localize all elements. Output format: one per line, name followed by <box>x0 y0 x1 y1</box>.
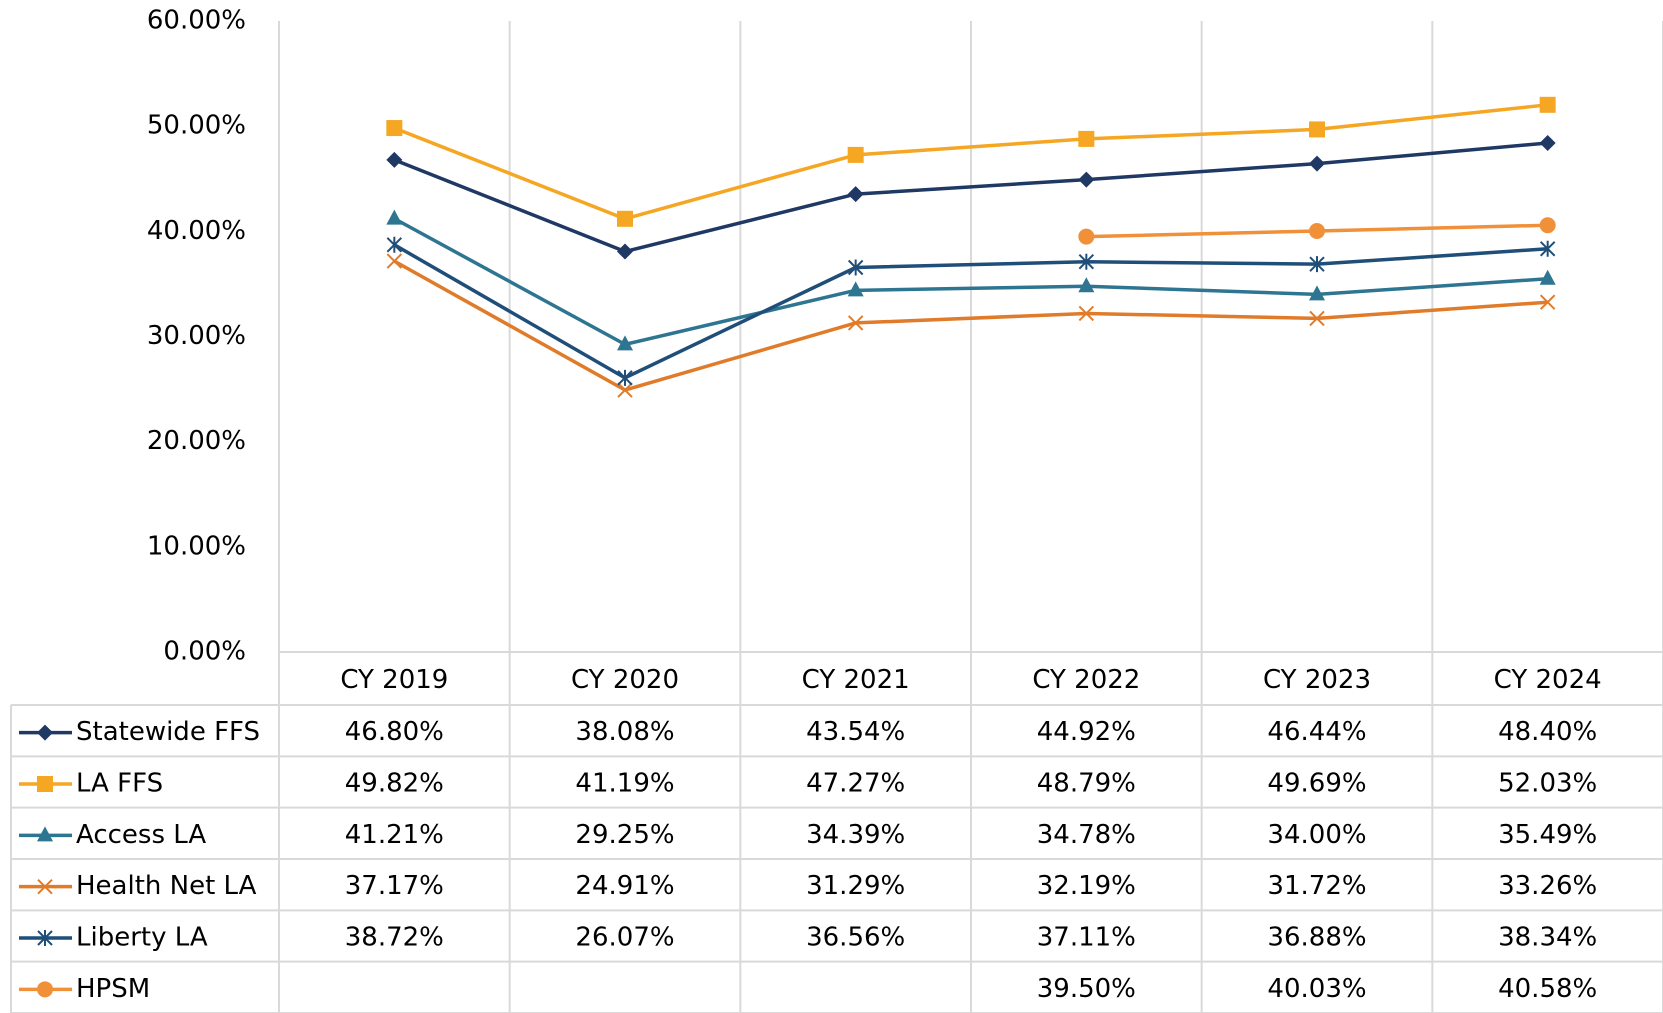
marker <box>1309 285 1325 301</box>
x-tick-label: CY 2019 <box>340 665 448 695</box>
marker <box>617 210 633 227</box>
marker <box>386 253 403 269</box>
table-value: 34.00% <box>1267 820 1366 850</box>
table-value: 26.07% <box>575 923 674 953</box>
table-value: 41.19% <box>575 769 674 799</box>
table-value: 47.27% <box>806 769 905 799</box>
table-value: 44.92% <box>1037 717 1136 747</box>
marker <box>1309 223 1325 240</box>
table-value: 49.69% <box>1267 769 1366 799</box>
marker <box>37 776 53 792</box>
legend-label: Statewide FFS <box>76 717 260 747</box>
marker <box>1539 96 1556 113</box>
marker <box>617 243 633 260</box>
table-value: 48.79% <box>1037 769 1136 799</box>
marker <box>847 315 864 331</box>
marker <box>1078 130 1095 147</box>
marker <box>37 878 53 895</box>
marker <box>37 981 53 998</box>
marker <box>1309 121 1325 138</box>
marker <box>617 369 633 386</box>
marker <box>386 209 403 225</box>
marker <box>37 930 53 946</box>
series-line <box>393 141 1548 254</box>
marker <box>386 120 403 137</box>
y-tick-label: 10.00% <box>147 531 246 561</box>
marker <box>847 146 864 163</box>
series-line <box>393 243 1548 380</box>
marker <box>386 236 403 253</box>
marker <box>386 151 403 168</box>
legend-label: LA FFS <box>76 769 163 799</box>
marker <box>1309 310 1325 327</box>
table-value: 43.54% <box>806 717 905 747</box>
marker <box>1539 134 1556 151</box>
table-value: 46.80% <box>345 717 444 747</box>
table-value: 31.29% <box>806 871 905 901</box>
table-value: 29.25% <box>575 820 674 850</box>
table-value: 33.26% <box>1498 871 1597 901</box>
legend-label: HPSM <box>76 974 150 1004</box>
series-line <box>393 103 1548 221</box>
table-value: 36.56% <box>806 923 905 953</box>
marker <box>1539 269 1556 285</box>
y-tick-label: 0.00% <box>163 637 246 667</box>
table-value: 38.72% <box>345 923 444 953</box>
table-value: 41.21% <box>345 820 444 850</box>
table-value: 38.08% <box>575 717 674 747</box>
table-value: 39.50% <box>1037 974 1136 1004</box>
marker <box>847 281 864 297</box>
series-line <box>393 217 1548 347</box>
y-tick-label: 60.00% <box>147 6 246 36</box>
table-value: 24.91% <box>575 871 674 901</box>
marker <box>1078 305 1095 322</box>
table-value: 34.39% <box>806 820 905 850</box>
table-value: 52.03% <box>1498 769 1597 799</box>
table-value: 37.11% <box>1037 923 1136 953</box>
y-tick-label: 20.00% <box>147 426 246 456</box>
table-value: 48.40% <box>1498 717 1597 747</box>
table-value: 31.72% <box>1267 871 1366 901</box>
marker <box>847 259 864 276</box>
table-value: 32.19% <box>1037 871 1136 901</box>
x-tick-label: CY 2023 <box>1263 665 1371 695</box>
table-value: 37.17% <box>345 871 444 901</box>
marker <box>1078 277 1095 293</box>
y-tick-label: 30.00% <box>147 321 246 351</box>
marker <box>1539 294 1556 310</box>
legend-label: Liberty LA <box>76 923 208 953</box>
table-value: 49.82% <box>345 769 444 799</box>
marker <box>1539 240 1556 257</box>
table-value: 40.03% <box>1267 974 1366 1004</box>
legend-label: Health Net LA <box>76 871 257 901</box>
y-tick-label: 50.00% <box>147 111 246 141</box>
marker <box>1078 253 1095 270</box>
table-value: 40.58% <box>1498 974 1597 1004</box>
marker <box>37 826 53 842</box>
marker <box>1078 228 1095 245</box>
table-value: 34.78% <box>1037 820 1136 850</box>
table-value: 38.34% <box>1498 923 1597 953</box>
x-tick-label: CY 2021 <box>802 665 910 695</box>
x-tick-label: CY 2020 <box>571 665 679 695</box>
marker <box>37 724 53 741</box>
y-tick-label: 40.00% <box>147 216 246 246</box>
legend-label: Access LA <box>76 820 206 850</box>
marker <box>1078 171 1095 188</box>
marker <box>1309 155 1325 172</box>
series-line <box>393 259 1548 392</box>
marker <box>847 186 864 203</box>
table-value: 46.44% <box>1267 717 1366 747</box>
marker <box>1539 217 1556 234</box>
table-value: 36.88% <box>1267 923 1366 953</box>
table-value: 35.49% <box>1498 820 1597 850</box>
x-tick-label: CY 2022 <box>1032 665 1140 695</box>
marker <box>1309 256 1325 273</box>
marker <box>617 335 633 351</box>
x-tick-label: CY 2024 <box>1494 665 1602 695</box>
marker <box>617 382 633 398</box>
